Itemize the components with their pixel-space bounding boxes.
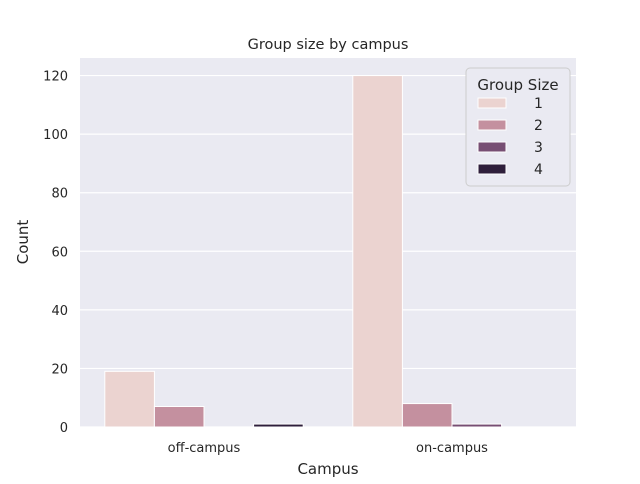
- bar: [451, 423, 503, 428]
- legend-label: 4: [534, 162, 543, 178]
- y-tick-label: 100: [43, 128, 68, 143]
- legend-swatch: [477, 163, 507, 175]
- bar: [352, 75, 403, 428]
- y-tick-label: 40: [51, 304, 68, 319]
- y-tick-label: 120: [43, 70, 68, 85]
- legend-swatch: [477, 119, 507, 131]
- chart-title: Group size by campus: [248, 37, 409, 53]
- bar: [153, 406, 205, 428]
- y-tick-label: 0: [60, 421, 68, 436]
- y-tick-label: 80: [51, 187, 68, 202]
- x-tick-label: off-campus: [168, 441, 241, 456]
- legend: Group Size 1 2 3 4: [465, 67, 571, 187]
- y-axis-ticks: 0 20 40 60 80 100 120: [43, 70, 68, 436]
- legend-label: 3: [534, 140, 543, 156]
- y-tick-label: 60: [51, 245, 68, 260]
- legend-swatch: [477, 97, 507, 109]
- bar: [253, 423, 304, 428]
- y-tick-label: 20: [51, 362, 68, 377]
- x-axis-label: Campus: [297, 460, 358, 478]
- bars: [104, 75, 503, 428]
- bar: [401, 403, 453, 428]
- x-tick-label: on-campus: [416, 441, 488, 456]
- y-axis-label: Count: [14, 220, 32, 265]
- x-axis-ticks: off-campus on-campus: [168, 441, 489, 456]
- legend-label: 1: [534, 96, 543, 112]
- legend-title: Group Size: [477, 76, 558, 94]
- bar: [104, 370, 155, 428]
- legend-label: 2: [534, 118, 543, 134]
- legend-swatch: [477, 141, 507, 153]
